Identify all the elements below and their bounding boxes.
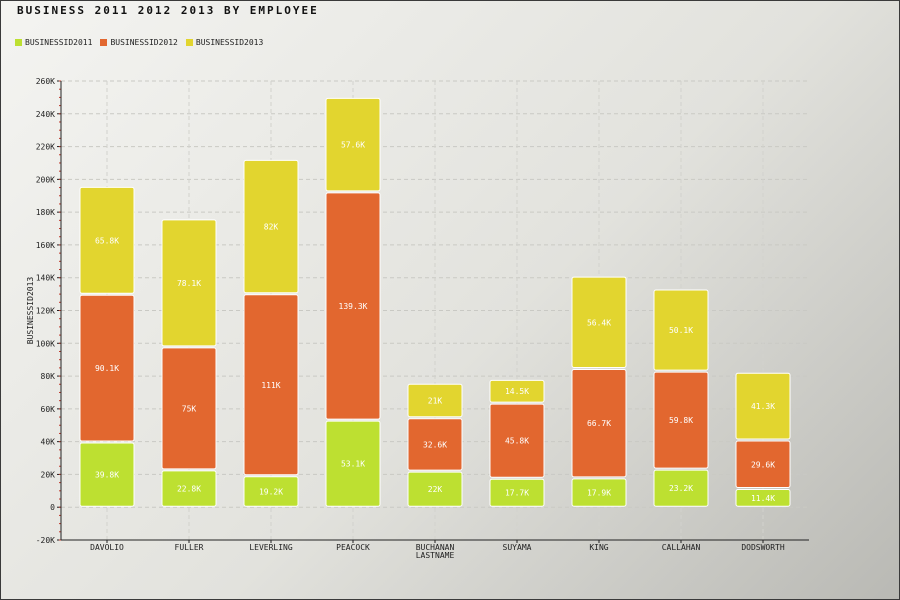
legend-label-2012: BusinessID2012	[110, 38, 178, 47]
x-tick-label: SUYAMA	[503, 543, 532, 552]
y-tick-label: 80K	[41, 372, 56, 381]
x-tick-label: LEVERLING	[249, 543, 293, 552]
bar-2012[interactable]	[653, 371, 709, 469]
bar-2011[interactable]	[243, 476, 299, 507]
legend-label-2011: BusinessID2011	[25, 38, 93, 47]
data-label: 23.2K	[669, 484, 693, 493]
legend-item-2012[interactable]: BusinessID2012	[100, 38, 178, 47]
data-label: 139.3K	[339, 302, 368, 311]
bar-2011[interactable]	[325, 420, 381, 507]
y-tick-label: 40K	[41, 438, 56, 447]
x-tick-label: DAVOLIO	[90, 543, 124, 552]
data-label: 90.1K	[95, 364, 119, 373]
legend-swatch-2011	[15, 39, 22, 46]
data-label: 21K	[428, 396, 443, 405]
bar-2012[interactable]	[161, 347, 217, 470]
data-label: 32.6K	[423, 440, 447, 449]
data-label: 65.8K	[95, 236, 119, 245]
bar-2012[interactable]	[735, 440, 791, 489]
bar-2011[interactable]	[735, 489, 791, 507]
bar-2013[interactable]	[489, 379, 545, 403]
y-tick-label: 120K	[36, 307, 55, 316]
x-tick-label: PEACOCK	[336, 543, 370, 552]
y-tick-label: 20K	[41, 470, 56, 479]
data-label: 22K	[428, 485, 443, 494]
data-label: 78.1K	[177, 279, 201, 288]
legend-swatch-2013	[185, 39, 193, 46]
y-tick-label: 240K	[36, 110, 55, 119]
x-tick-label: CALLAHAN	[662, 543, 701, 552]
bar-2013[interactable]	[161, 219, 217, 347]
bar-2012[interactable]	[489, 403, 545, 478]
data-label: 45.8K	[505, 437, 529, 446]
data-label: 14.5K	[505, 387, 529, 396]
chart-title: Business 2011 2012 2013 by Employee	[17, 4, 319, 17]
y-tick-label: 100K	[36, 339, 55, 348]
legend-item-2013[interactable]: BusinessID2013	[185, 38, 264, 47]
bar-2013[interactable]	[325, 97, 381, 192]
x-tick-label: KING	[589, 543, 608, 552]
bar-2011[interactable]	[653, 469, 709, 507]
y-axis-title: BUSINESSID2013	[26, 277, 35, 345]
data-label: 66.7K	[587, 419, 611, 428]
data-label: 57.6K	[341, 141, 365, 150]
y-tick-label: 60K	[41, 405, 56, 414]
bar-2011[interactable]	[79, 442, 135, 507]
bar-2013[interactable]	[571, 276, 627, 369]
legend-item-2011[interactable]: BusinessID2011	[15, 38, 92, 47]
legend-label-2013: BusinessID2013	[195, 38, 264, 47]
x-tick-label: BUCHANAN	[416, 543, 455, 552]
bar-2012[interactable]	[571, 369, 627, 478]
bar-2013[interactable]	[243, 159, 299, 294]
data-label: 11.4K	[751, 494, 775, 503]
bar-2011[interactable]	[407, 471, 463, 507]
data-label: 17.7K	[505, 489, 529, 498]
bar-2013[interactable]	[653, 289, 709, 371]
data-label: 111K	[261, 381, 280, 390]
y-tick-label: 140K	[36, 274, 55, 283]
data-label: 53.1K	[341, 460, 365, 469]
y-tick-label: 180K	[36, 208, 55, 217]
bar-2012[interactable]	[407, 418, 463, 471]
legend-swatch-2012	[100, 39, 108, 46]
data-label: 82K	[264, 223, 279, 232]
data-label: 50.1K	[669, 326, 693, 335]
y-tick-label: 160K	[36, 241, 55, 250]
x-tick-label: LASTNAME	[416, 551, 455, 560]
y-tick-label: 200K	[36, 175, 55, 184]
data-label: 59.8K	[669, 416, 693, 425]
data-label: 41.3K	[751, 402, 775, 411]
bar-2011[interactable]	[161, 470, 217, 507]
bar-2011[interactable]	[489, 478, 545, 507]
data-label: 56.4K	[587, 318, 611, 327]
x-tick-label: DODSWORTH	[741, 543, 785, 552]
y-tick-label: -20K	[36, 536, 55, 545]
data-label: 17.9K	[587, 489, 611, 498]
bar-2013[interactable]	[407, 383, 463, 418]
y-tick-label: 0	[50, 503, 55, 512]
y-tick-label: 260K	[36, 77, 55, 86]
bar-2013[interactable]	[79, 186, 135, 294]
data-label: 19.2K	[259, 487, 283, 496]
data-label: 22.8K	[177, 485, 201, 494]
data-label: 39.8K	[95, 471, 119, 480]
data-label: 29.6K	[751, 460, 775, 469]
legend: BusinessID2011 BusinessID2012 BusinessID…	[15, 38, 263, 47]
y-tick-label: 220K	[36, 143, 55, 152]
bar-2013[interactable]	[735, 372, 791, 440]
bar-2012[interactable]	[325, 192, 381, 420]
data-label: 75K	[182, 404, 197, 413]
bar-2012[interactable]	[79, 294, 135, 442]
bar-2012[interactable]	[243, 294, 299, 476]
bar-2011[interactable]	[571, 478, 627, 507]
x-tick-label: FULLER	[175, 543, 204, 552]
